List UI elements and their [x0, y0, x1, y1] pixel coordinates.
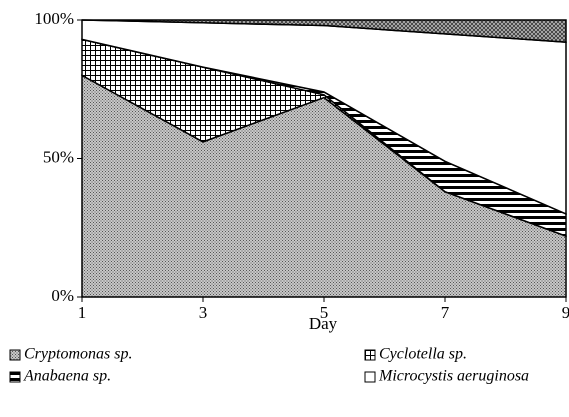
x-axis-title: Day [309, 314, 338, 333]
legend-label: Cyclotella sp. [379, 346, 467, 363]
area [81, 19, 567, 43]
y-tick-label: 50% [43, 147, 74, 166]
legend-label: Anabaena sp. [23, 368, 111, 385]
x-tick-label: 3 [199, 303, 208, 322]
legend-swatch [364, 349, 376, 361]
legend-swatch [364, 371, 376, 383]
y-tick-label: 0% [51, 286, 74, 305]
legend-swatch [9, 371, 21, 383]
x-tick-label: 7 [441, 303, 450, 322]
legend-swatch [9, 349, 21, 361]
y-tick-label: 100% [34, 9, 74, 28]
legend-label: Cryptomonas sp. [24, 346, 132, 363]
x-tick-label: 9 [562, 303, 569, 322]
x-tick-label: 1 [78, 303, 87, 322]
legend-label: Microcystis aeruginosa [378, 368, 529, 385]
x-tick-label: 5 [320, 303, 329, 322]
